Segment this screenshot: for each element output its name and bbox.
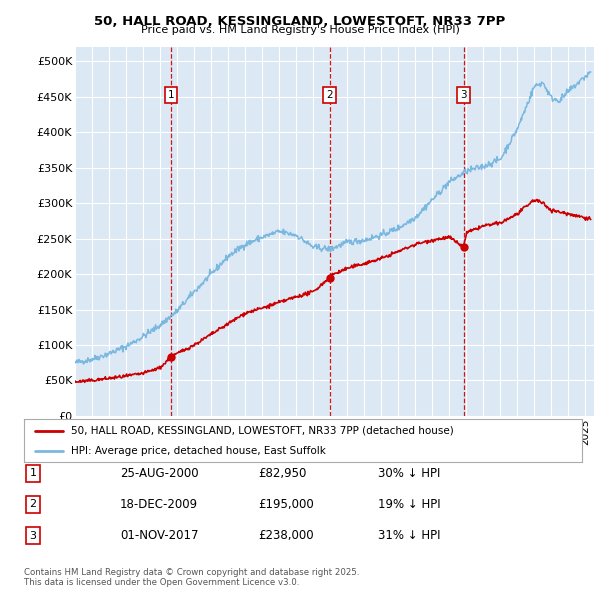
Text: 2: 2 [326, 90, 333, 100]
Text: 01-NOV-2017: 01-NOV-2017 [120, 529, 199, 542]
Text: HPI: Average price, detached house, East Suffolk: HPI: Average price, detached house, East… [71, 445, 326, 455]
Text: 50, HALL ROAD, KESSINGLAND, LOWESTOFT, NR33 7PP: 50, HALL ROAD, KESSINGLAND, LOWESTOFT, N… [94, 15, 506, 28]
Text: Price paid vs. HM Land Registry's House Price Index (HPI): Price paid vs. HM Land Registry's House … [140, 25, 460, 35]
Text: 1: 1 [168, 90, 175, 100]
Text: £82,950: £82,950 [258, 467, 307, 480]
Text: 2: 2 [29, 500, 37, 509]
Text: 18-DEC-2009: 18-DEC-2009 [120, 498, 198, 511]
Text: 31% ↓ HPI: 31% ↓ HPI [378, 529, 440, 542]
Text: 30% ↓ HPI: 30% ↓ HPI [378, 467, 440, 480]
Text: 50, HALL ROAD, KESSINGLAND, LOWESTOFT, NR33 7PP (detached house): 50, HALL ROAD, KESSINGLAND, LOWESTOFT, N… [71, 426, 454, 436]
Text: 1: 1 [29, 468, 37, 478]
Text: 3: 3 [29, 531, 37, 540]
Text: £238,000: £238,000 [258, 529, 314, 542]
Text: 25-AUG-2000: 25-AUG-2000 [120, 467, 199, 480]
Text: 3: 3 [460, 90, 467, 100]
Text: £195,000: £195,000 [258, 498, 314, 511]
Text: Contains HM Land Registry data © Crown copyright and database right 2025.
This d: Contains HM Land Registry data © Crown c… [24, 568, 359, 587]
Text: 19% ↓ HPI: 19% ↓ HPI [378, 498, 440, 511]
